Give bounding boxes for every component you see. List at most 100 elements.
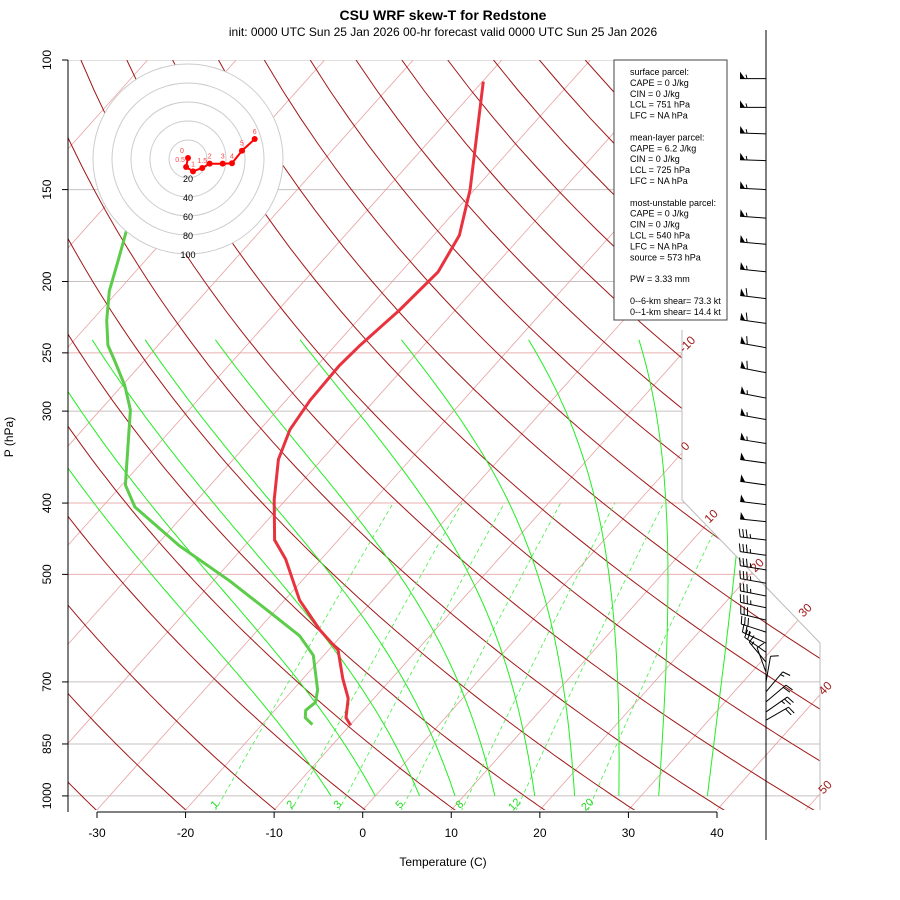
barb-feather	[744, 629, 749, 638]
barb-pennant	[740, 100, 745, 108]
barb-feather	[745, 312, 748, 321]
barb-feather	[784, 698, 791, 705]
x-tick-label: 10	[445, 826, 459, 840]
isotherm-label: 40	[815, 678, 835, 698]
mixing-ratio-label: 12	[506, 796, 523, 813]
barb-pennant	[740, 288, 746, 297]
barb-pennant	[740, 262, 746, 270]
y-tick-label: 400	[40, 493, 54, 513]
hodograph-point-label: 2	[208, 154, 212, 161]
y-tick-label: 500	[40, 564, 54, 584]
moist-adiabat	[528, 339, 620, 796]
wind-barb	[765, 696, 794, 713]
barb-feather	[785, 684, 793, 691]
hodograph-ring	[149, 120, 227, 198]
mixing-ratio-line	[515, 502, 664, 810]
info-line: LFC = NA hPa	[630, 111, 688, 121]
dry-adiabat	[355, 60, 820, 810]
hodograph: 20 40 60 80 100 0 0.5 1 1.52 3 45 6	[92, 63, 284, 260]
barb-shaft	[765, 671, 784, 693]
isotherm	[272, 60, 820, 810]
wind-barb	[740, 386, 767, 399]
temperature-line	[272, 81, 485, 727]
barb-shaft	[740, 187, 767, 191]
barb-feather	[740, 615, 743, 625]
barb-feather	[739, 557, 741, 566]
mixing-ratio-label: 5	[393, 798, 406, 811]
moist-adiabat	[706, 339, 751, 796]
barb-feather	[745, 544, 748, 553]
barb-pennant	[740, 181, 746, 189]
wind-barbs	[738, 30, 795, 840]
barb-half-feather	[749, 533, 752, 539]
wind-barb	[756, 642, 767, 673]
y-tick-label: 850	[40, 734, 54, 754]
isotherm-label: 50	[815, 777, 835, 797]
dry-adiabat	[172, 60, 820, 810]
barb-feather	[742, 558, 745, 567]
barb-shaft	[744, 636, 767, 653]
hodograph-ring-label: 60	[183, 212, 193, 222]
barb-pennant	[740, 494, 746, 503]
barb-feather	[742, 543, 745, 553]
isotherm	[803, 60, 820, 810]
info-line: surface parcel:	[630, 67, 689, 77]
barb-shaft	[740, 601, 767, 609]
barb-shaft	[740, 613, 767, 621]
wind-barb	[740, 360, 767, 374]
barb-shaft	[765, 706, 789, 721]
barb-pennant	[740, 408, 746, 416]
barb-pennant	[740, 71, 745, 79]
info-line: CIN = 0 J/kg	[630, 154, 680, 164]
hodograph-ring-label: 20	[183, 174, 193, 184]
barb-shaft	[740, 536, 767, 541]
barb-shaft	[740, 342, 767, 349]
isotherm	[626, 60, 820, 810]
mixing-ratio-line	[290, 502, 463, 810]
info-line: LFC = NA hPa	[630, 241, 688, 251]
barb-half-feather	[745, 184, 748, 189]
barb-shaft	[740, 565, 767, 571]
mixing-ratio-label: 3	[331, 798, 344, 811]
wind-barb	[740, 262, 767, 273]
barb-feather	[788, 706, 795, 714]
wind-barb	[740, 100, 766, 108]
wind-barb	[765, 706, 795, 721]
hodograph-point	[199, 165, 206, 172]
y-tick-label: 150	[40, 179, 54, 199]
wind-barb	[739, 570, 767, 584]
info-line: 0--6-km shear= 73.3 kt	[630, 296, 721, 306]
dry-adiabat	[68, 60, 727, 810]
barb-shaft	[741, 623, 767, 633]
barb-feather	[756, 642, 765, 649]
isotherm	[68, 60, 591, 810]
hodograph-point	[219, 160, 226, 167]
mixing-ratio-label: 2	[284, 798, 297, 811]
barb-shaft	[748, 641, 767, 663]
barb-shaft	[740, 458, 767, 464]
wind-barb	[740, 312, 767, 324]
dry-adiabat	[309, 60, 820, 810]
y-tick-label: 200	[40, 271, 54, 291]
wind-barb	[740, 181, 767, 191]
barb-feather	[746, 558, 748, 567]
mixing-ratio-label: 20	[579, 796, 596, 813]
barb-half-feather	[748, 630, 751, 636]
moist-adiabat	[68, 339, 332, 797]
barb-feather	[782, 671, 791, 676]
moist-adiabat	[299, 339, 536, 796]
x-tick-label: 30	[622, 826, 636, 840]
isotherm	[715, 60, 820, 810]
dewpoint-line	[105, 188, 320, 726]
barb-feather	[746, 336, 748, 345]
moist-adiabat	[401, 339, 576, 796]
barb-shaft	[740, 319, 767, 324]
barb-pennant	[740, 152, 746, 160]
wind-barb	[740, 605, 767, 621]
info-line: PW = 3.33 mm	[630, 274, 690, 284]
barb-shaft	[740, 590, 767, 597]
moist-adiabat	[144, 339, 456, 797]
x-tick-label: 0	[359, 826, 366, 840]
y-tick-label: 100	[40, 50, 54, 70]
barb-feather	[744, 616, 746, 626]
